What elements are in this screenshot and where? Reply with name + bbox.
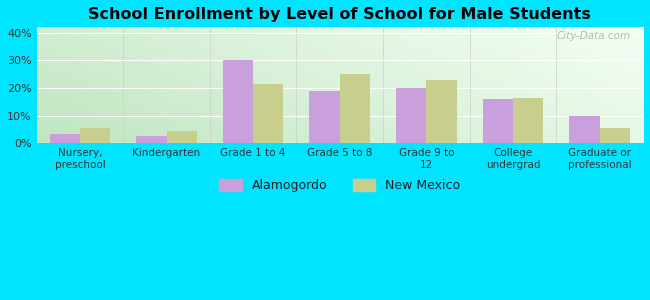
Bar <box>223 60 253 143</box>
Text: City-Data.com: City-Data.com <box>557 31 631 41</box>
Bar <box>513 98 543 143</box>
Bar <box>426 80 457 143</box>
Bar <box>483 99 513 143</box>
Bar <box>166 131 197 143</box>
Title: School Enrollment by Level of School for Male Students: School Enrollment by Level of School for… <box>88 7 592 22</box>
Bar <box>340 74 370 143</box>
Bar <box>136 136 166 143</box>
Bar <box>80 128 111 143</box>
Bar <box>309 91 340 143</box>
Bar <box>600 128 630 143</box>
Legend: Alamogordo, New Mexico: Alamogordo, New Mexico <box>214 174 465 197</box>
Bar <box>253 84 283 143</box>
Bar <box>569 116 600 143</box>
Bar <box>49 134 80 143</box>
Bar <box>396 88 426 143</box>
